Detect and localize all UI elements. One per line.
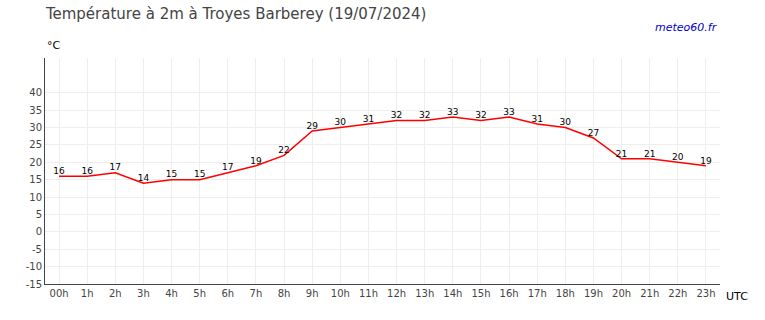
svg-text:17: 17	[222, 162, 233, 172]
svg-text:30: 30	[560, 117, 572, 127]
svg-text:32: 32	[419, 110, 430, 120]
svg-text:19: 19	[700, 156, 712, 166]
svg-text:-15: -15	[26, 279, 42, 290]
svg-text:21: 21	[616, 149, 627, 159]
svg-text:13h: 13h	[415, 288, 434, 299]
svg-text:16: 16	[81, 166, 93, 176]
svg-text:18h: 18h	[556, 288, 575, 299]
svg-text:3h: 3h	[137, 288, 150, 299]
svg-text:meteo60.fr: meteo60.fr	[655, 21, 718, 34]
svg-text:16h: 16h	[500, 288, 519, 299]
svg-text:9h: 9h	[306, 288, 319, 299]
svg-text:15h: 15h	[471, 288, 490, 299]
svg-text:0: 0	[36, 226, 42, 237]
svg-text:Température à 2m à Troyes Barb: Température à 2m à Troyes Barberey (19/0…	[45, 5, 427, 23]
svg-text:UTC: UTC	[726, 290, 748, 303]
svg-text:31: 31	[363, 114, 374, 124]
svg-text:12h: 12h	[387, 288, 406, 299]
svg-text:27: 27	[588, 128, 599, 138]
svg-text:25: 25	[29, 139, 42, 150]
svg-text:20: 20	[672, 152, 684, 162]
svg-text:30: 30	[29, 122, 42, 133]
svg-text:10: 10	[29, 192, 42, 203]
svg-text:21h: 21h	[640, 288, 659, 299]
svg-text:20h: 20h	[612, 288, 631, 299]
svg-text:15: 15	[194, 169, 205, 179]
svg-text:33: 33	[503, 107, 514, 117]
svg-text:29: 29	[306, 121, 318, 131]
svg-text:-5: -5	[32, 244, 42, 255]
svg-text:15: 15	[166, 169, 177, 179]
svg-text:30: 30	[335, 117, 347, 127]
svg-text:17h: 17h	[528, 288, 547, 299]
svg-text:16: 16	[53, 166, 65, 176]
svg-text:23h: 23h	[696, 288, 715, 299]
svg-text:22h: 22h	[668, 288, 687, 299]
svg-text:14h: 14h	[443, 288, 462, 299]
svg-text:1h: 1h	[81, 288, 94, 299]
svg-text:5h: 5h	[193, 288, 206, 299]
svg-text:40: 40	[29, 87, 42, 98]
svg-text:21: 21	[644, 149, 655, 159]
svg-text:35: 35	[29, 105, 42, 116]
svg-text:20: 20	[29, 157, 42, 168]
svg-text:17: 17	[110, 162, 121, 172]
svg-text:00h: 00h	[50, 288, 69, 299]
svg-text:19h: 19h	[584, 288, 603, 299]
svg-text:32: 32	[391, 110, 402, 120]
svg-text:4h: 4h	[165, 288, 178, 299]
svg-text:6h: 6h	[221, 288, 234, 299]
svg-text:-10: -10	[26, 261, 42, 272]
svg-text:31: 31	[531, 114, 542, 124]
svg-text:7h: 7h	[250, 288, 263, 299]
svg-text:19: 19	[250, 156, 262, 166]
svg-text:33: 33	[447, 107, 458, 117]
svg-text:2h: 2h	[109, 288, 122, 299]
svg-text:°C: °C	[47, 39, 61, 52]
svg-text:32: 32	[475, 110, 486, 120]
svg-text:14: 14	[138, 173, 150, 183]
svg-text:10h: 10h	[331, 288, 350, 299]
svg-text:8h: 8h	[278, 288, 291, 299]
svg-text:15: 15	[29, 174, 42, 185]
svg-text:5: 5	[36, 209, 42, 220]
svg-text:11h: 11h	[359, 288, 378, 299]
svg-text:22: 22	[278, 145, 289, 155]
